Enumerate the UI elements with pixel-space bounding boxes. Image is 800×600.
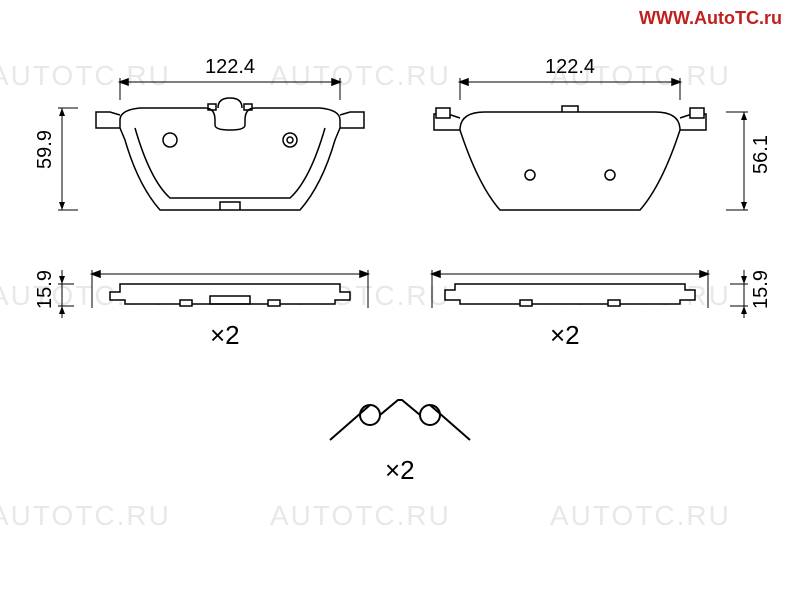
- left-pad-front: [90, 70, 370, 240]
- spring-clip: [320, 390, 480, 460]
- right-width-label: 122.4: [545, 56, 595, 79]
- left-pad-profile: [80, 260, 380, 320]
- right-profile-height: 15.9: [750, 270, 773, 309]
- spring-qty: ×2: [385, 455, 415, 486]
- right-pad-profile: [420, 260, 720, 320]
- right-height-label: 56.1: [750, 135, 773, 174]
- left-width-label: 122.4: [205, 56, 255, 79]
- left-profile-dim: [50, 260, 90, 320]
- left-height-label: 59.9: [34, 130, 57, 169]
- right-qty: ×2: [550, 320, 580, 351]
- right-pad-front: [430, 70, 710, 240]
- site-url: WWW.AutoTC.ru: [639, 8, 782, 29]
- left-qty: ×2: [210, 320, 240, 351]
- diagram: 122.4 59.9 15.9 ×2: [30, 50, 770, 550]
